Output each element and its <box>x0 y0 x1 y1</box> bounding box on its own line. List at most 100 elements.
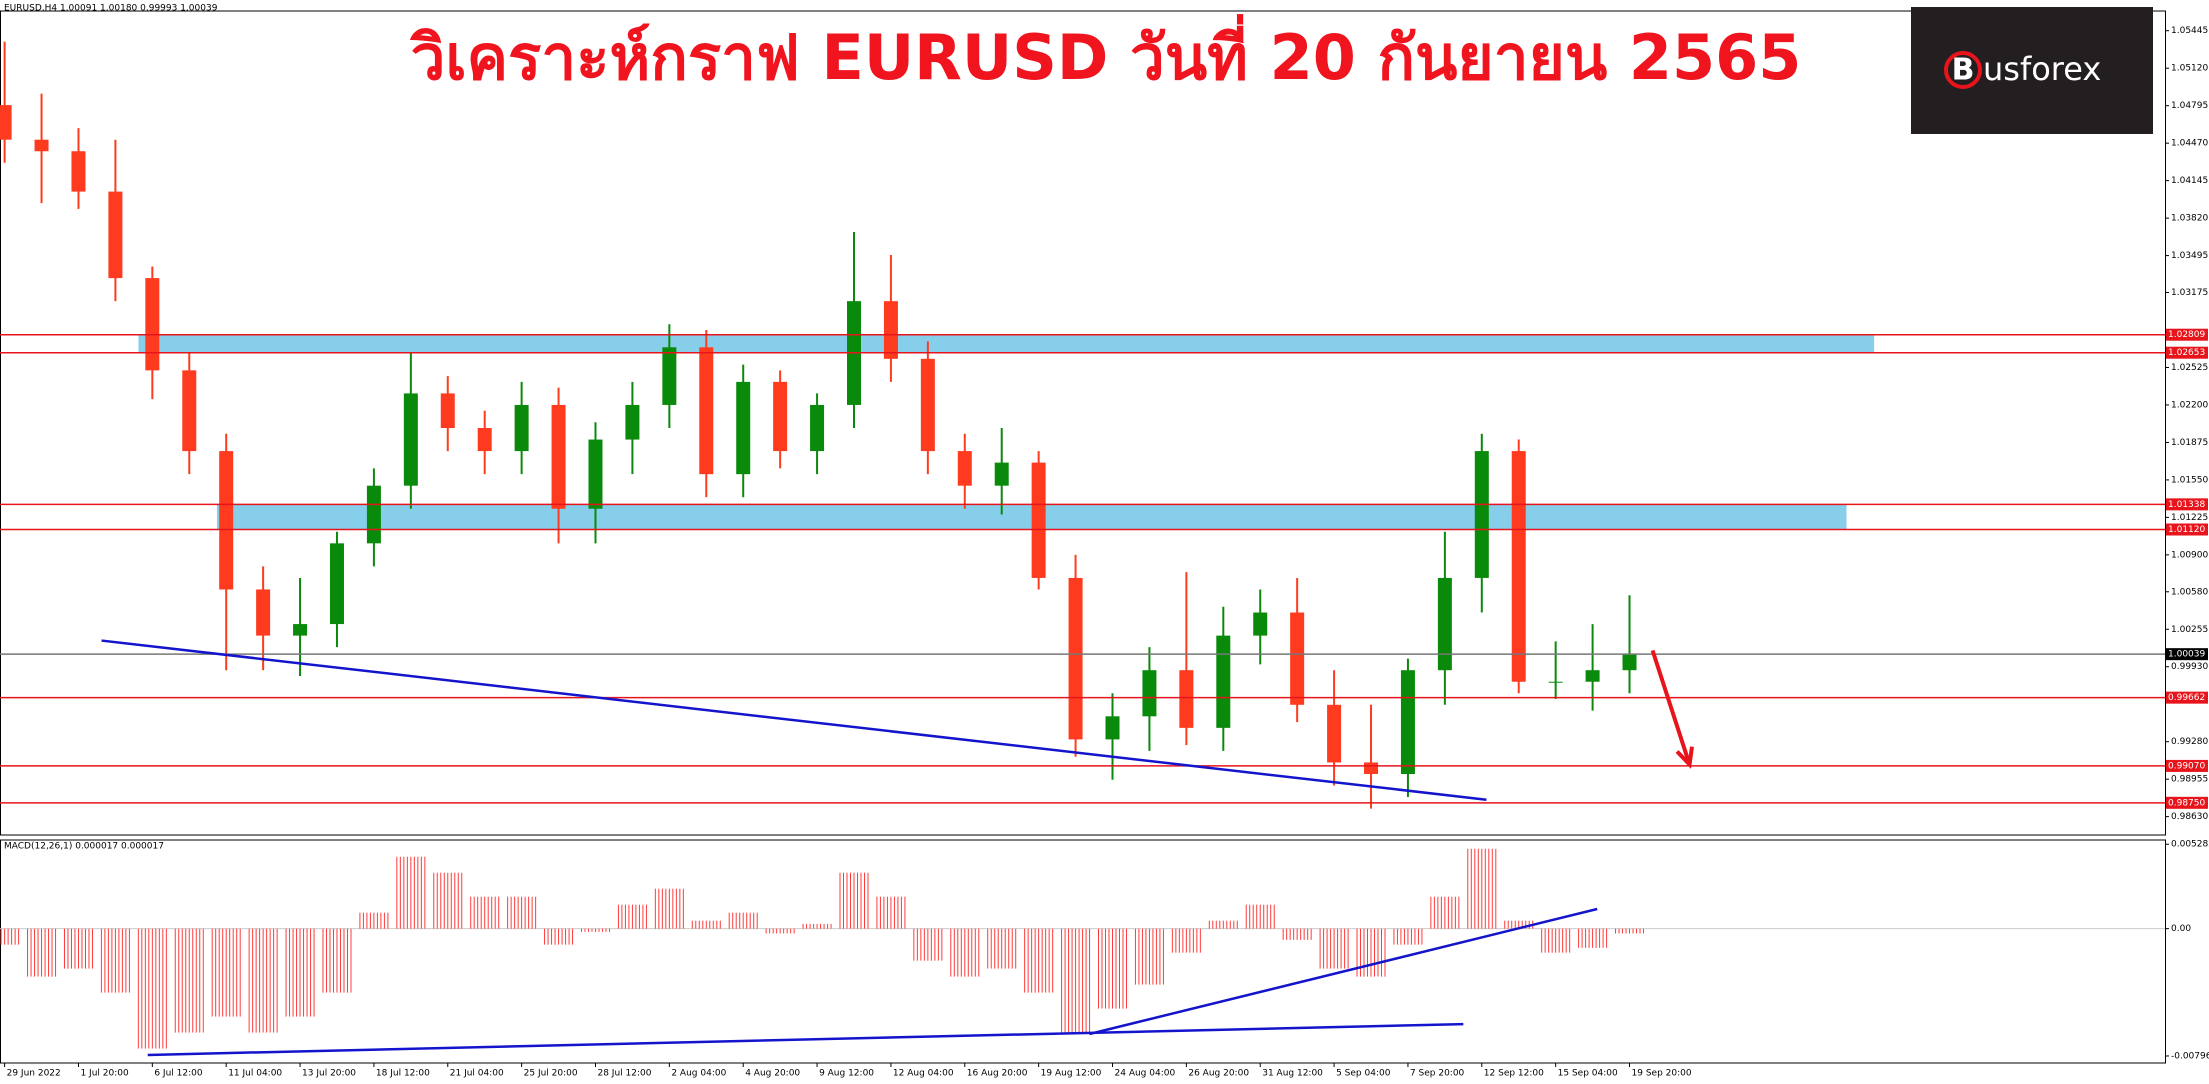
candle-body <box>625 404 640 440</box>
x-tick-label: 11 Jul 04:00 <box>228 1069 282 1079</box>
y-tick-label: 1.00900 <box>2171 550 2208 560</box>
arrow-head <box>1675 746 1694 769</box>
x-tick-label: 16 Aug 20:00 <box>967 1069 1028 1079</box>
arrow <box>1650 649 1692 766</box>
candle-body <box>1290 612 1305 705</box>
candle-body <box>920 358 935 452</box>
x-tick-label: 13 Jul 20:00 <box>302 1069 356 1079</box>
y-tick-label: 1.01225 <box>2171 513 2208 523</box>
candle-body <box>182 370 197 452</box>
x-tick-label: 6 Jul 12:00 <box>154 1069 203 1079</box>
level-tag <box>2166 498 2208 511</box>
y-tick-label: 1.04470 <box>2171 139 2208 149</box>
y-tick-label: 1.00255 <box>2171 625 2208 635</box>
plot-frame <box>0 10 2166 836</box>
level-label: 1.02653 <box>2168 348 2205 358</box>
y-tick-label: 0.98630 <box>2171 812 2208 822</box>
candle-body <box>662 347 677 405</box>
candle-body <box>256 589 271 636</box>
x-tick-label: 1 Jul 20:00 <box>80 1069 129 1079</box>
x-tick-label: 28 Jul 12:00 <box>597 1069 651 1079</box>
trend-line <box>1089 907 1598 1036</box>
x-tick-label: 12 Sep 12:00 <box>1484 1069 1544 1079</box>
candle-body <box>440 393 455 429</box>
candle-body <box>145 278 160 371</box>
x-tick-label: 12 Aug 04:00 <box>893 1069 954 1079</box>
x-tick-label: 4 Aug 20:00 <box>745 1069 800 1079</box>
y-tick-label: 0.99280 <box>2171 737 2208 747</box>
x-tick-label: 5 Sep 04:00 <box>1336 1069 1391 1079</box>
candle-body <box>293 624 308 636</box>
y-tick-label: 1.03495 <box>2171 251 2208 261</box>
level-tag <box>2166 346 2208 359</box>
x-tick-label: 18 Jul 12:00 <box>376 1069 430 1079</box>
level-tag <box>2166 796 2208 809</box>
y-tick-label: 1.02525 <box>2171 363 2208 373</box>
candle-body <box>1474 451 1489 578</box>
candle-body <box>1031 462 1046 578</box>
candle-body <box>810 404 825 452</box>
candle-body <box>1622 654 1637 671</box>
plot: 1.05445 1.05120 1.04795 1.04470 1.04145 1.038… <box>0 10 2209 1079</box>
candle-body <box>1511 451 1526 682</box>
candle-body <box>1068 577 1083 740</box>
candle-body <box>366 485 381 544</box>
y-tick-label: 1.02200 <box>2171 400 2208 410</box>
x-tick-label: 7 Sep 20:00 <box>1410 1069 1465 1079</box>
x-tick-label: 21 Jul 04:00 <box>450 1069 504 1079</box>
y-tick-label: 0.98955 <box>2171 775 2208 785</box>
y-tick-label: 1.03820 <box>2171 214 2208 224</box>
x-tick-label: 15 Sep 04:00 <box>1558 1069 1618 1079</box>
logo-ring <box>1944 51 1982 89</box>
level-tag <box>2166 328 2208 341</box>
y-tick-label: 0.00 <box>2171 924 2191 934</box>
x-tick-label: 29 Jun 2022 <box>7 1069 61 1079</box>
current-price-label: 1.00039 <box>2168 650 2205 660</box>
logo-text: usforex <box>1983 50 2101 88</box>
level-label: 1.01120 <box>2168 525 2205 535</box>
level-label: 1.02809 <box>2168 330 2205 340</box>
symbol-header: EURUSD,H4 1.00091 1.00180 0.99993 1.0003… <box>4 4 218 14</box>
y-tick-label: 1.05120 <box>2171 64 2208 74</box>
candle-body <box>1327 704 1342 763</box>
candle-body <box>1364 762 1379 774</box>
zone <box>138 334 1875 353</box>
logo-mark: B <box>1952 53 1975 88</box>
y-tick-label: 0.99930 <box>2171 662 2208 672</box>
y-tick-label: 0.005282 <box>2171 840 2209 850</box>
y-tick-label: 1.03175 <box>2171 288 2208 298</box>
x-tick-label: 24 Aug 04:00 <box>1115 1069 1176 1079</box>
candle-body <box>329 543 344 625</box>
logo-box <box>1911 7 2153 134</box>
candle-body <box>588 439 603 509</box>
candle-body <box>219 451 234 590</box>
candle-body <box>514 404 529 452</box>
candle-body <box>1585 670 1600 682</box>
y-tick-label: -0.007964 <box>2171 1051 2209 1061</box>
candle-body <box>1105 716 1120 740</box>
x-tick-label: 25 Jul 20:00 <box>524 1069 578 1079</box>
trend-line <box>101 639 1487 801</box>
current-price-tag <box>2166 648 2208 661</box>
level-label: 1.01338 <box>2168 500 2205 510</box>
y-tick-label: 1.04795 <box>2171 101 2208 111</box>
candle-body <box>71 151 86 192</box>
y-tick-label: 1.05445 <box>2171 26 2208 36</box>
candle-body <box>773 381 788 452</box>
candle-body <box>1253 612 1268 636</box>
y-tick-label: 1.04145 <box>2171 176 2208 186</box>
candle-body <box>0 105 12 140</box>
candle-body <box>403 393 418 486</box>
candle-body <box>1548 681 1563 683</box>
level-label: 0.99662 <box>2168 693 2205 703</box>
macd-label: MACD(12,26,1) 0.000017 0.000017 <box>4 842 164 852</box>
x-tick-label: 19 Sep 20:00 <box>1632 1069 1692 1079</box>
x-tick-label: 2 Aug 04:00 <box>671 1069 726 1079</box>
candle-body <box>477 428 492 452</box>
level-label: 0.99070 <box>2168 761 2205 771</box>
candle-body <box>699 347 714 475</box>
y-tick-label: 1.01875 <box>2171 438 2208 448</box>
level-tag <box>2166 759 2208 772</box>
